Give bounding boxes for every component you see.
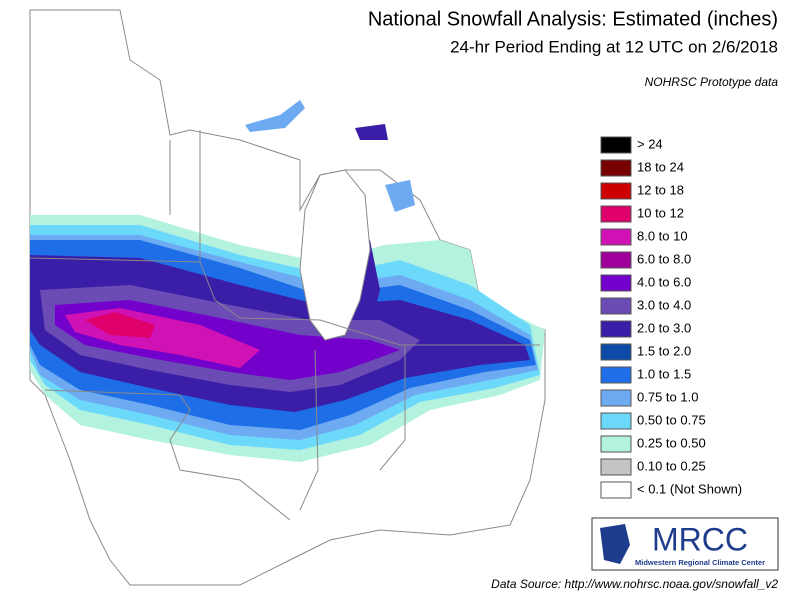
legend-label: 0.10 to 0.25 xyxy=(637,458,706,473)
state-border xyxy=(44,389,291,521)
legend-label: 1.5 to 2.0 xyxy=(637,343,691,358)
legend-label: 0.50 to 0.75 xyxy=(637,412,706,427)
legend-swatch xyxy=(600,458,632,476)
state-border xyxy=(169,130,406,511)
legend-swatch xyxy=(600,251,632,269)
legend-label: 0.75 to 1.0 xyxy=(637,389,698,404)
snow-band xyxy=(355,124,388,140)
legend-swatch xyxy=(600,481,632,499)
legend-label: 12 to 18 xyxy=(637,182,684,197)
legend-swatch xyxy=(600,435,632,453)
legend-swatch xyxy=(600,389,632,407)
logo-name: MRCC xyxy=(652,521,748,557)
lake-michigan xyxy=(299,169,371,341)
legend-swatch xyxy=(600,159,632,177)
title: National Snowfall Analysis: Estimated (i… xyxy=(368,8,778,30)
legend-label: 18 to 24 xyxy=(637,159,684,174)
legend-label: 6.0 to 8.0 xyxy=(637,251,691,266)
snow-band xyxy=(245,100,305,132)
legend-label: 2.0 to 3.0 xyxy=(637,320,691,335)
map xyxy=(29,9,546,586)
legend-swatch xyxy=(600,274,632,292)
snow-band xyxy=(85,312,155,338)
legend-label: 0.25 to 0.50 xyxy=(637,435,706,450)
legend-label: 8.0 to 10 xyxy=(637,228,688,243)
note: NOHRSC Prototype data xyxy=(645,75,779,89)
legend-swatch xyxy=(600,320,632,338)
legend-swatch xyxy=(600,297,632,315)
legend-swatch xyxy=(600,182,632,200)
legend-swatch xyxy=(600,136,632,154)
snow-band xyxy=(385,180,415,212)
subtitle: 24-hr Period Ending at 12 UTC on 2/6/201… xyxy=(450,37,778,56)
legend-label: 4.0 to 6.0 xyxy=(637,274,691,289)
legend-swatch xyxy=(600,412,632,430)
legend-label: 3.0 to 4.0 xyxy=(637,297,691,312)
legend-label: 1.0 to 1.5 xyxy=(637,366,691,381)
logo-icon xyxy=(600,524,630,564)
data-source: Data Source: http://www.nohrsc.noaa.gov/… xyxy=(491,577,778,591)
legend-swatch xyxy=(600,205,632,223)
legend: > 24 18 to 24 12 to 18 10 to 12 8.0 to 10 6.0… xyxy=(600,136,742,499)
legend-swatch xyxy=(600,228,632,246)
logo: MRCC Midwestern Regional Climate Center xyxy=(591,517,779,571)
logo-subtitle: Midwestern Regional Climate Center xyxy=(635,558,765,567)
legend-label: < 0.1 (Not Shown) xyxy=(637,481,742,496)
legend-swatch xyxy=(600,366,632,384)
legend-label: 10 to 12 xyxy=(637,205,684,220)
legend-swatch xyxy=(600,343,632,361)
legend-label: > 24 xyxy=(637,136,663,151)
